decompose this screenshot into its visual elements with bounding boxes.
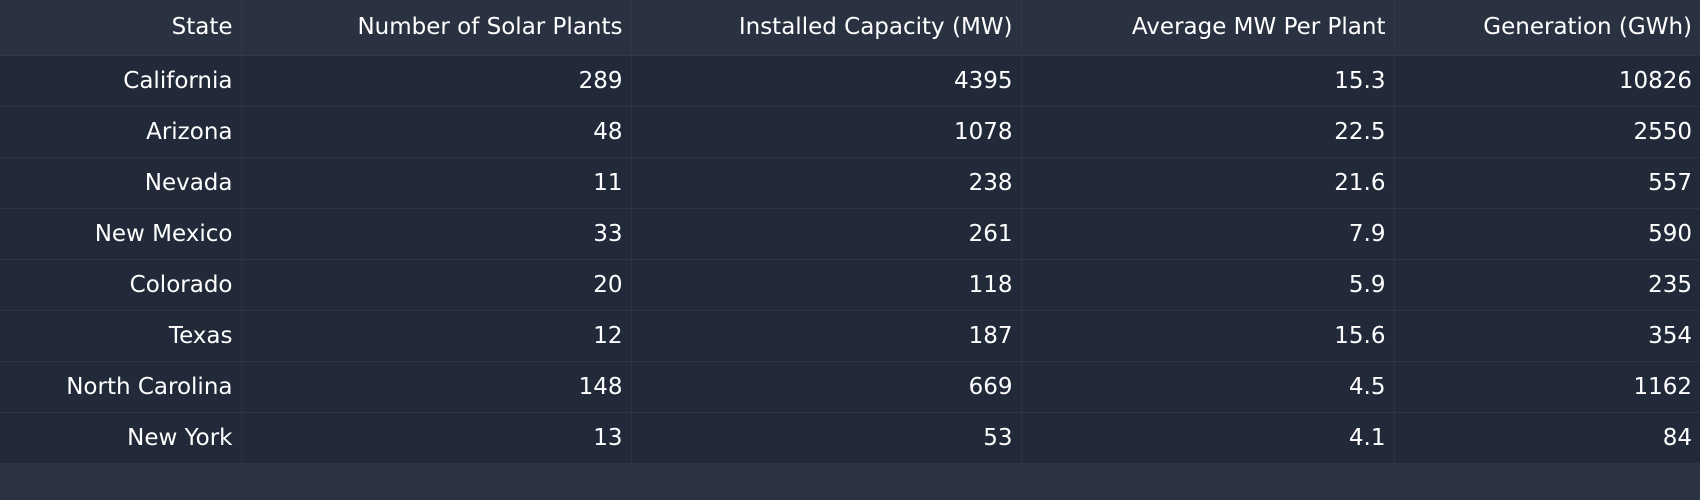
- cell-installed-capacity: 53: [631, 412, 1022, 464]
- cell-state: California: [0, 55, 242, 107]
- cell-generation: 354: [1394, 310, 1700, 362]
- table-body: California 289 4395 15.3 10826 Arizona 4…: [0, 55, 1700, 464]
- cell-state: New Mexico: [0, 208, 242, 260]
- cell-installed-capacity: 187: [631, 310, 1022, 362]
- cell-number-of-solar-plants: 33: [241, 208, 632, 260]
- table-row: Nevada 11 238 21.6 557: [0, 157, 1700, 209]
- column-header-generation[interactable]: Generation (GWh): [1394, 0, 1700, 56]
- table-header: State Number of Solar Plants Installed C…: [0, 0, 1700, 56]
- cell-state: Texas: [0, 310, 242, 362]
- cell-average-mw-per-plant: 15.3: [1021, 55, 1395, 107]
- cell-installed-capacity: 1078: [631, 106, 1022, 158]
- table-row: California 289 4395 15.3 10826: [0, 55, 1700, 107]
- cell-generation: 235: [1394, 259, 1700, 311]
- table-row: Texas 12 187 15.6 354: [0, 310, 1700, 362]
- cell-number-of-solar-plants: 11: [241, 157, 632, 209]
- cell-generation: 84: [1394, 412, 1700, 464]
- column-header-number-of-solar-plants[interactable]: Number of Solar Plants: [241, 0, 632, 56]
- column-header-installed-capacity[interactable]: Installed Capacity (MW): [631, 0, 1022, 56]
- cell-number-of-solar-plants: 13: [241, 412, 632, 464]
- cell-generation: 10826: [1394, 55, 1700, 107]
- cell-installed-capacity: 669: [631, 361, 1022, 413]
- cell-state: New York: [0, 412, 242, 464]
- table-row: North Carolina 148 669 4.5 1162: [0, 361, 1700, 413]
- cell-installed-capacity: 4395: [631, 55, 1022, 107]
- cell-generation: 2550: [1394, 106, 1700, 158]
- header-row: State Number of Solar Plants Installed C…: [0, 0, 1700, 56]
- cell-number-of-solar-plants: 48: [241, 106, 632, 158]
- cell-average-mw-per-plant: 4.1: [1021, 412, 1395, 464]
- cell-number-of-solar-plants: 12: [241, 310, 632, 362]
- cell-average-mw-per-plant: 7.9: [1021, 208, 1395, 260]
- table-row: Arizona 48 1078 22.5 2550: [0, 106, 1700, 158]
- cell-average-mw-per-plant: 21.6: [1021, 157, 1395, 209]
- table-row: New Mexico 33 261 7.9 590: [0, 208, 1700, 260]
- cell-state: Arizona: [0, 106, 242, 158]
- column-header-average-mw-per-plant[interactable]: Average MW Per Plant: [1021, 0, 1395, 56]
- cell-generation: 590: [1394, 208, 1700, 260]
- solar-plants-table: State Number of Solar Plants Installed C…: [0, 0, 1700, 464]
- cell-number-of-solar-plants: 148: [241, 361, 632, 413]
- table-row: Colorado 20 118 5.9 235: [0, 259, 1700, 311]
- cell-average-mw-per-plant: 15.6: [1021, 310, 1395, 362]
- table-row: New York 13 53 4.1 84: [0, 412, 1700, 464]
- cell-generation: 1162: [1394, 361, 1700, 413]
- cell-installed-capacity: 238: [631, 157, 1022, 209]
- cell-generation: 557: [1394, 157, 1700, 209]
- cell-average-mw-per-plant: 22.5: [1021, 106, 1395, 158]
- column-header-state[interactable]: State: [0, 0, 242, 56]
- cell-number-of-solar-plants: 289: [241, 55, 632, 107]
- cell-state: Nevada: [0, 157, 242, 209]
- cell-number-of-solar-plants: 20: [241, 259, 632, 311]
- cell-installed-capacity: 118: [631, 259, 1022, 311]
- cell-average-mw-per-plant: 4.5: [1021, 361, 1395, 413]
- cell-state: North Carolina: [0, 361, 242, 413]
- cell-installed-capacity: 261: [631, 208, 1022, 260]
- cell-state: Colorado: [0, 259, 242, 311]
- cell-average-mw-per-plant: 5.9: [1021, 259, 1395, 311]
